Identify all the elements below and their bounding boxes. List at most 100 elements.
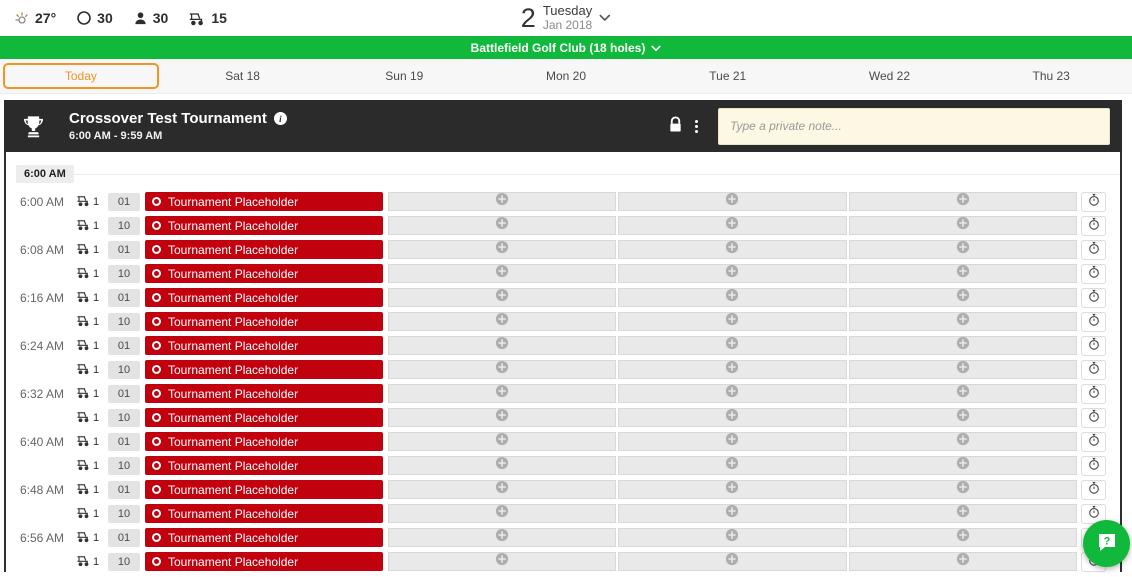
lock-button[interactable] <box>662 110 689 142</box>
kebab-menu-button[interactable] <box>689 114 704 139</box>
empty-slot-button[interactable] <box>618 240 847 259</box>
empty-slot-button[interactable] <box>618 288 847 307</box>
empty-slot-button[interactable] <box>848 408 1077 427</box>
tournament-placeholder-button[interactable]: Tournament Placeholder <box>145 240 383 259</box>
empty-slot-button[interactable] <box>848 336 1077 355</box>
empty-slot-button[interactable] <box>388 456 617 475</box>
plus-icon <box>725 312 739 331</box>
empty-slot-button[interactable] <box>848 432 1077 451</box>
tournament-placeholder-button[interactable]: Tournament Placeholder <box>145 528 383 547</box>
timer-button[interactable] <box>1081 335 1106 356</box>
empty-slot-button[interactable] <box>388 216 617 235</box>
timer-button[interactable] <box>1081 287 1106 308</box>
empty-slot-button[interactable] <box>618 528 847 547</box>
circle-icon <box>152 293 161 302</box>
timer-button[interactable] <box>1081 311 1106 332</box>
timer-button[interactable] <box>1081 263 1106 284</box>
empty-slot-button[interactable] <box>618 552 847 571</box>
tab-sat-18[interactable]: Sat 18 <box>225 69 260 83</box>
tournament-placeholder-button[interactable]: Tournament Placeholder <box>145 192 383 211</box>
empty-slot-button[interactable] <box>848 192 1077 211</box>
empty-slot-button[interactable] <box>848 480 1077 499</box>
timer-button[interactable] <box>1081 359 1106 380</box>
empty-slot-button[interactable] <box>618 384 847 403</box>
empty-slot-button[interactable] <box>388 240 617 259</box>
tournament-placeholder-button[interactable]: Tournament Placeholder <box>145 432 383 451</box>
starting-hole-badge: 01 <box>108 240 140 259</box>
empty-slot-button[interactable] <box>848 288 1077 307</box>
timer-button[interactable] <box>1081 383 1106 404</box>
tab-thu-23[interactable]: Thu 23 <box>1032 69 1070 83</box>
empty-slot-button[interactable] <box>848 240 1077 259</box>
empty-slot-button[interactable] <box>618 312 847 331</box>
cart-count: 1 <box>76 338 108 354</box>
date-picker[interactable]: 2 Tuesday Jan 2018 <box>521 0 611 36</box>
timer-button[interactable] <box>1081 455 1106 476</box>
empty-slot-button[interactable] <box>388 192 617 211</box>
timer-button[interactable] <box>1081 407 1106 428</box>
tournament-placeholder-button[interactable]: Tournament Placeholder <box>145 312 383 331</box>
empty-slot-button[interactable] <box>848 504 1077 523</box>
tournament-placeholder-button[interactable]: Tournament Placeholder <box>145 216 383 235</box>
tournament-placeholder-button[interactable]: Tournament Placeholder <box>145 360 383 379</box>
empty-slot-button[interactable] <box>848 528 1077 547</box>
empty-slot-button[interactable] <box>388 408 617 427</box>
tournament-placeholder-button[interactable]: Tournament Placeholder <box>145 264 383 283</box>
timer-button[interactable] <box>1081 431 1106 452</box>
circle-icon <box>152 485 161 494</box>
empty-slot-button[interactable] <box>618 336 847 355</box>
empty-slot-button[interactable] <box>848 216 1077 235</box>
tournament-placeholder-button[interactable]: Tournament Placeholder <box>145 288 383 307</box>
timer-button[interactable] <box>1081 191 1106 212</box>
empty-slot-button[interactable] <box>848 456 1077 475</box>
tournament-placeholder-button[interactable]: Tournament Placeholder <box>145 504 383 523</box>
tournament-placeholder-button[interactable]: Tournament Placeholder <box>145 456 383 475</box>
tournament-placeholder-button[interactable]: Tournament Placeholder <box>145 408 383 427</box>
empty-slot-button[interactable] <box>618 480 847 499</box>
empty-slot-button[interactable] <box>618 216 847 235</box>
tab-mon-20[interactable]: Mon 20 <box>546 69 587 83</box>
tournament-placeholder-button[interactable]: Tournament Placeholder <box>145 384 383 403</box>
timer-button[interactable] <box>1081 239 1106 260</box>
tournament-placeholder-button[interactable]: Tournament Placeholder <box>145 336 383 355</box>
empty-slot-button[interactable] <box>618 360 847 379</box>
course-selector[interactable]: Battlefield Golf Club (18 holes) <box>0 36 1132 59</box>
empty-slot-button[interactable] <box>848 552 1077 571</box>
tab-sun-19[interactable]: Sun 19 <box>385 69 424 83</box>
empty-slot-button[interactable] <box>388 288 617 307</box>
empty-slot-button[interactable] <box>848 312 1077 331</box>
tab-tue-21[interactable]: Tue 21 <box>709 69 747 83</box>
stopwatch-icon <box>1088 361 1100 378</box>
tab-wed-22[interactable]: Wed 22 <box>868 69 911 83</box>
cart-count: 1 <box>76 266 108 282</box>
tournament-placeholder-button[interactable]: Tournament Placeholder <box>145 480 383 499</box>
empty-slot-button[interactable] <box>388 264 617 283</box>
tournament-placeholder-button[interactable]: Tournament Placeholder <box>145 552 383 571</box>
course-name: Battlefield Golf Club (18 holes) <box>470 40 646 55</box>
empty-slot-button[interactable] <box>388 336 617 355</box>
empty-slot-button[interactable] <box>388 360 617 379</box>
empty-slot-button[interactable] <box>848 264 1077 283</box>
empty-slot-button[interactable] <box>848 360 1077 379</box>
empty-slot-button[interactable] <box>618 264 847 283</box>
empty-slot-button[interactable] <box>388 552 617 571</box>
empty-slot-button[interactable] <box>848 384 1077 403</box>
empty-slot-button[interactable] <box>388 528 617 547</box>
info-icon[interactable]: i <box>273 112 287 125</box>
empty-slot-button[interactable] <box>618 192 847 211</box>
private-note-input[interactable] <box>718 107 1110 145</box>
empty-slot-button[interactable] <box>388 312 617 331</box>
empty-slot-button[interactable] <box>618 504 847 523</box>
empty-slot-button[interactable] <box>388 432 617 451</box>
plus-icon <box>956 480 970 499</box>
timer-button[interactable] <box>1081 215 1106 236</box>
empty-slot-button[interactable] <box>388 384 617 403</box>
empty-slot-button[interactable] <box>618 432 847 451</box>
tab-today[interactable]: Today <box>3 63 159 89</box>
empty-slot-button[interactable] <box>618 408 847 427</box>
empty-slot-button[interactable] <box>388 504 617 523</box>
help-button[interactable]: ? <box>1083 520 1130 567</box>
timer-button[interactable] <box>1081 479 1106 500</box>
empty-slot-button[interactable] <box>388 480 617 499</box>
empty-slot-button[interactable] <box>618 456 847 475</box>
